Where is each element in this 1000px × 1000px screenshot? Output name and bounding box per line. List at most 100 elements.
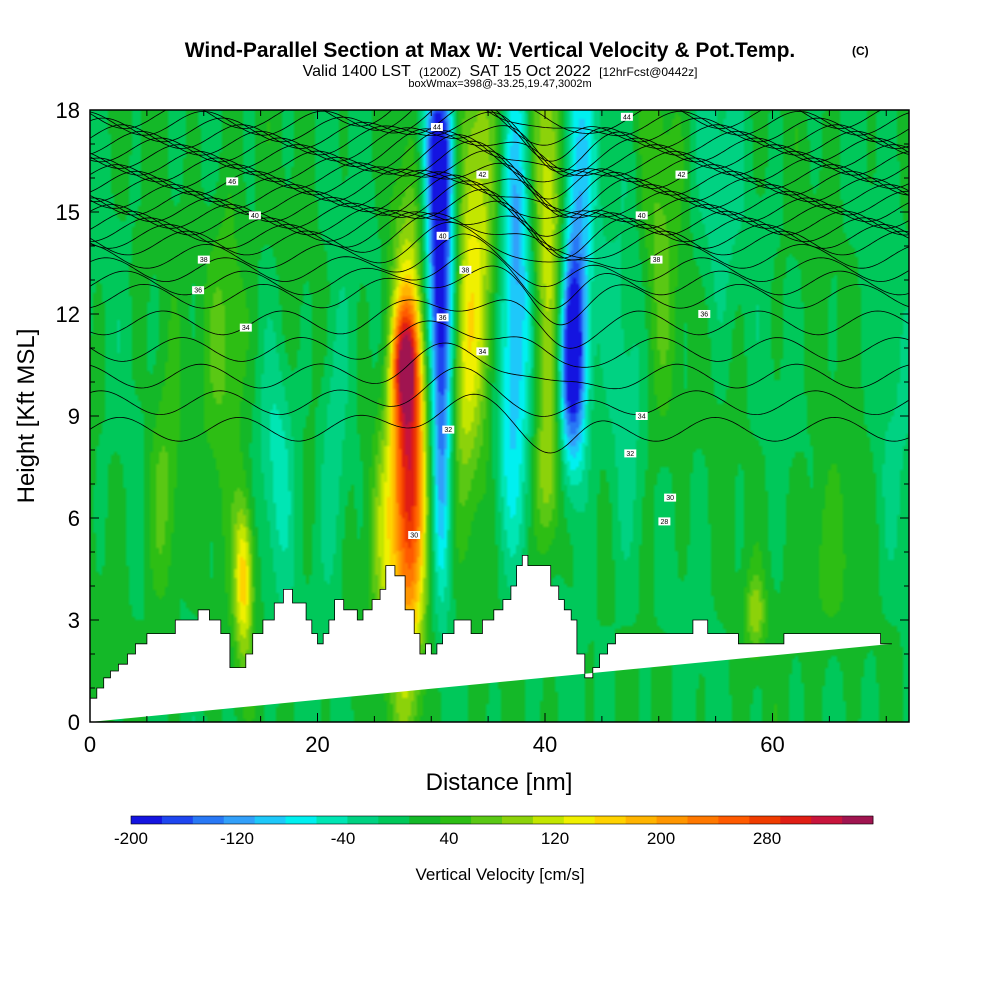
y-tick-label: 18 [56,98,80,123]
colorbar-tick-label: -120 [220,829,254,848]
contour-label-text: 36 [700,312,708,319]
colorbar-tick-label: 280 [753,829,781,848]
colorbar-swatch [471,816,503,824]
theta-contour-line [90,128,909,177]
colorbar-swatch [192,816,225,824]
theta-contour-line [90,265,909,326]
contour-label: 30 [664,493,677,502]
contour-label-bg [226,177,239,186]
contour-label-text: 38 [653,257,661,264]
colorbar-frame [130,815,874,825]
colorbar-swatch [347,816,379,824]
contour-label-bg [620,112,633,121]
theta-contour-line [90,342,909,390]
chart-subtitle-2: boxWmax=398@-33.25,19.47,3002m [408,78,591,90]
theta-contour-line [90,221,909,270]
theta-contour-line [90,111,909,173]
contour-label-text: 28 [661,519,669,526]
contour-label-text: 34 [479,349,487,356]
theta-contour-line [90,134,909,183]
contour-label: 36 [436,313,449,322]
x-tick-label: 60 [760,732,784,757]
colorbar-label: Vertical Velocity [cm/s] [415,865,584,884]
colorbar-swatch [687,816,719,824]
contour-label-bg [436,313,449,322]
colorbar-swatch [378,816,410,824]
colorbar-swatch [625,816,657,824]
contour-label-text: 44 [623,114,631,121]
colorbar-swatch [254,816,286,824]
colorbar-swatch [656,816,688,824]
x-tick-label: 0 [84,732,96,757]
contour-label: 28 [658,517,671,526]
contour-label: 42 [476,170,489,179]
colorbar-tick-label: -200 [114,829,148,848]
contour-label-text: 32 [626,451,634,458]
contour-label-bg [664,493,677,502]
contour-label: 44 [620,112,633,121]
chart-title-mark: (C) [852,44,869,58]
theta-contour-line [90,200,909,259]
contour-label-text: 40 [638,213,646,220]
y-tick-label: 0 [68,710,80,735]
contour-label: 32 [624,449,637,458]
contour-label-bg [476,347,489,356]
contour-label-text: 38 [200,257,208,264]
contour-label-text: 46 [228,179,236,186]
contour-label: 38 [197,255,210,264]
chart-title: Wind-Parallel Section at Max W: Vertical… [185,39,796,62]
colorbar-swatch [440,816,472,824]
theta-contour-line [90,180,909,237]
y-tick-label: 6 [68,506,80,531]
contour-label-text: 36 [439,315,447,322]
contour-label-text: 44 [433,125,441,132]
contour-label-bg [192,286,205,295]
contour-label-bg [624,449,637,458]
contour-label-bg [197,255,210,264]
contour-label: 46 [226,177,239,186]
theta-contour-line [90,393,909,454]
colorbar-swatch [594,816,627,824]
y-axis-label: Height [Kft MSL] [13,329,40,504]
theta-contour-line [90,125,909,177]
colorbar-swatch [780,816,812,824]
contour-label-bg [698,310,711,318]
contour-label-bg [658,517,671,526]
terrain-mask [90,555,892,722]
colorbar-swatch [718,816,750,824]
colorbar-tick-label: 40 [440,829,459,848]
contour-label-text: 42 [678,172,686,179]
subtitle-fcst: [12hrFcst@0442z] [599,65,697,79]
contour-label-text: 40 [439,233,447,240]
contour-label-text: 42 [479,172,487,179]
x-tick-labels: 0 20 40 60 [84,732,785,757]
contour-label: 40 [436,231,449,240]
theta-contour-line [90,233,909,288]
subtitle-valid: Valid 1400 LST [303,63,411,80]
contour-label-bg [476,170,489,179]
x-tick-label: 20 [305,732,329,757]
y-tick-labels: 0 3 6 9 12 15 18 [56,98,80,735]
subtitle-date: SAT 15 Oct 2022 [469,63,590,80]
theta-contour-line [90,299,909,349]
theta-contour-line [90,130,909,177]
colorbar-tick-label: -40 [331,829,356,848]
contour-label-text: 30 [666,495,674,502]
contour-label: 36 [698,310,711,319]
contour-label: 38 [650,255,663,264]
y-tick-label: 3 [68,608,80,633]
colorbar-swatch [223,816,256,824]
axis-ticks [90,110,909,722]
pot-temp-contour-labels: 46 40 38 36 34 44 42 40 38 36 34 32 30 44 42 40 38 36 34 32… [192,112,711,540]
y-tick-label: 15 [56,200,80,225]
contour-label-bg [408,531,421,539]
colorbar-tick-labels: -200 -120 -40 40 120 200 280 [114,829,781,848]
contour-label-bg [650,255,663,264]
contour-label-bg [430,123,443,131]
colorbar-swatch [563,816,596,824]
colorbar-swatch [532,816,565,824]
colorbar-swatch [842,816,874,824]
contour-label-bg [635,412,648,420]
contour-label-text: 38 [462,267,470,274]
